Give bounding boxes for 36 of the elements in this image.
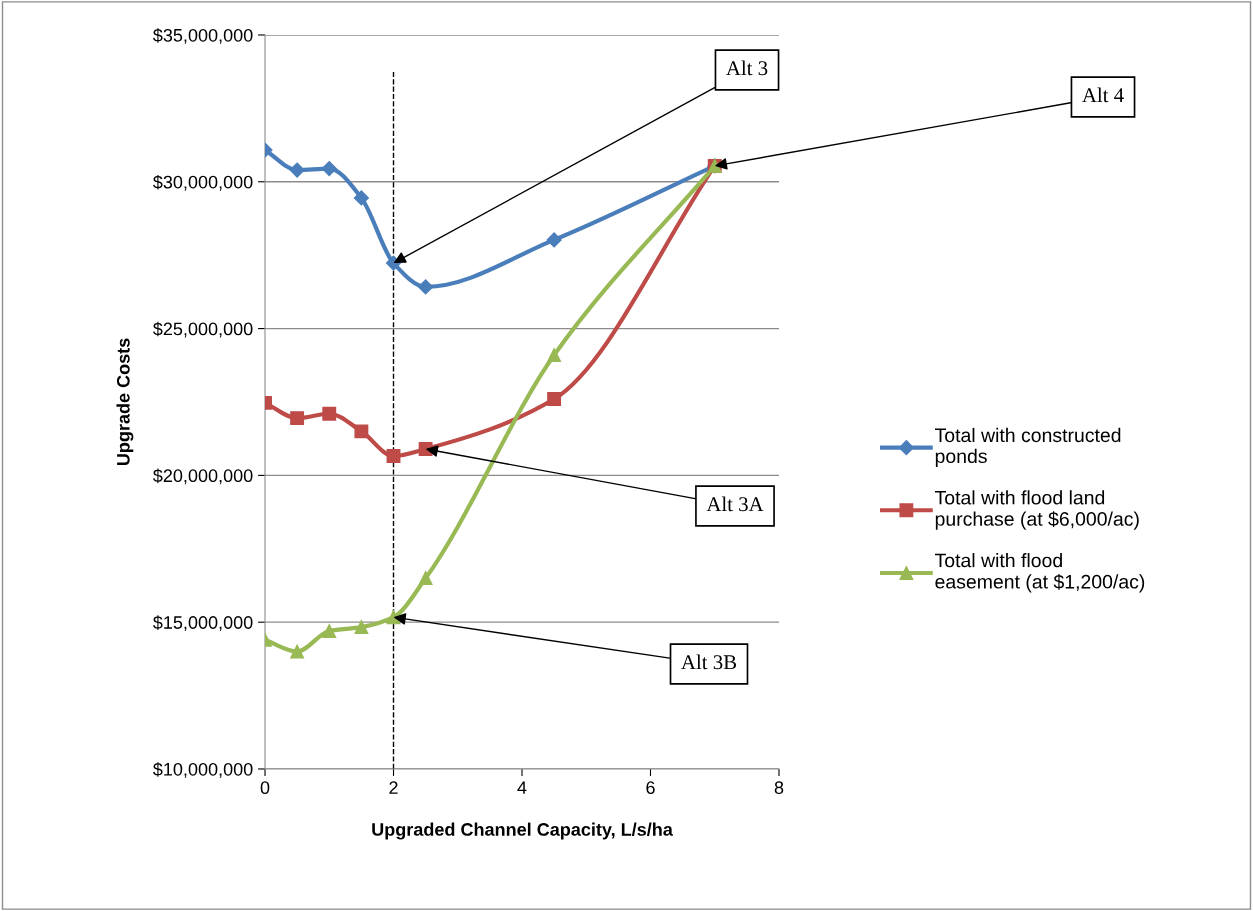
y-tick-label: $20,000,000 bbox=[153, 468, 253, 485]
point bbox=[546, 232, 562, 248]
legend-label: Total with flood easement (at $1,200/ac) bbox=[935, 553, 1145, 593]
point bbox=[321, 160, 337, 177]
point bbox=[290, 411, 305, 426]
x-tick-label: 8 bbox=[774, 781, 784, 795]
x-tick-label: 4 bbox=[517, 781, 527, 794]
y-axis-title: Upgrade Costs bbox=[116, 338, 134, 466]
y-tick-label: $15,000,000 bbox=[153, 615, 253, 632]
annotation: Alt 4 bbox=[1082, 87, 1124, 103]
annotation: Alt 3A bbox=[706, 496, 764, 512]
point bbox=[322, 624, 337, 638]
point bbox=[353, 190, 369, 206]
point bbox=[354, 620, 369, 635]
y-tick-label: $35,000,000 bbox=[153, 28, 253, 44]
point bbox=[289, 162, 305, 178]
y-tick-label: $10,000,000 bbox=[153, 762, 253, 778]
point bbox=[547, 392, 562, 406]
annotation: Alt 3 bbox=[726, 60, 768, 76]
x-tick-label: 0 bbox=[260, 781, 270, 795]
point bbox=[386, 449, 401, 463]
legend-label: Total with constructed ponds bbox=[935, 427, 1121, 467]
point bbox=[547, 348, 562, 362]
point bbox=[386, 610, 401, 625]
x-tick-label: 2 bbox=[389, 781, 398, 794]
x-axis-title: Upgraded Channel Capacity, L/s/ha bbox=[372, 822, 673, 840]
point bbox=[354, 424, 369, 439]
x-tick-label: 6 bbox=[646, 781, 655, 795]
legend-label: Total with flood land purchase (at $6,000/ac) bbox=[935, 490, 1139, 530]
point bbox=[418, 571, 433, 586]
y-tick-label: $25,000,000 bbox=[153, 321, 253, 338]
point bbox=[418, 279, 434, 295]
point bbox=[290, 644, 305, 659]
annotation: Alt 3B bbox=[681, 654, 737, 670]
y-tick-label: $30,000,000 bbox=[153, 174, 253, 191]
point bbox=[322, 406, 337, 421]
